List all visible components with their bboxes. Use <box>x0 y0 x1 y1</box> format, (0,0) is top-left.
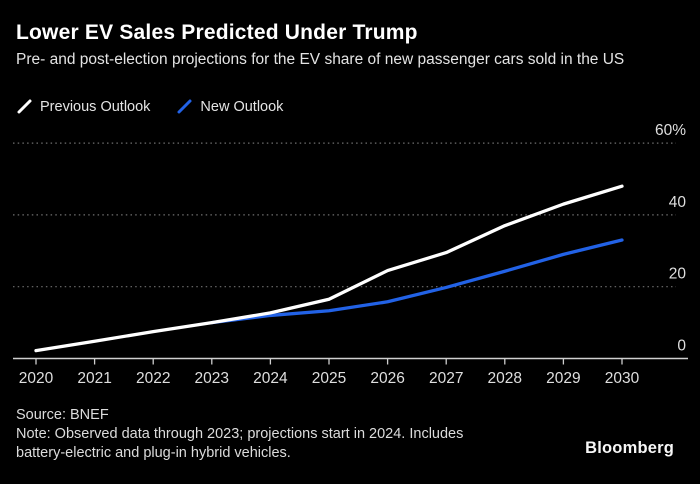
y-axis-label-40: 40 <box>669 194 687 211</box>
x-axis-label-2023: 2023 <box>195 370 229 387</box>
y-axis-label-20: 20 <box>669 266 687 283</box>
previous-outlook-slash-icon <box>17 99 32 114</box>
new-outlook-slash-icon <box>177 99 192 114</box>
chart-title: Lower EV Sales Predicted Under Trump <box>16 21 418 44</box>
previous-outlook-line <box>34 184 624 353</box>
x-axis-label-2022: 2022 <box>136 370 170 387</box>
x-axis-label-2030: 2030 <box>605 370 640 387</box>
x-axis-label-2026: 2026 <box>370 370 404 387</box>
y-axis-label-60: 60% <box>655 122 686 139</box>
x-axis-label-2029: 2029 <box>546 370 580 387</box>
chart-legend: Previous Outlook New Outlook <box>16 98 283 115</box>
slash-stroke <box>177 99 192 114</box>
x-axis-label-2028: 2028 <box>488 370 522 387</box>
legend-label-previous-outlook: Previous Outlook <box>40 98 151 115</box>
x-axis-label-2020: 2020 <box>19 370 54 387</box>
x-axis-label-2021: 2021 <box>77 370 111 387</box>
note-text: Note: Observed data through 2023; projec… <box>16 426 464 461</box>
new-outlook-line <box>210 238 624 325</box>
y-axis-label-0: 0 <box>677 338 686 355</box>
legend-item-previous-outlook: Previous Outlook <box>16 98 150 115</box>
x-axis-label-2027: 2027 <box>429 370 463 387</box>
source-text: Source: BNEF <box>16 407 109 423</box>
chart-subtitle: Pre- and post-election projections for t… <box>16 51 625 68</box>
legend-item-new-outlook: New Outlook <box>176 98 283 115</box>
x-axis-label-2024: 2024 <box>253 370 288 387</box>
bloomberg-logo: Bloomberg <box>585 439 674 457</box>
x-axis-label-2025: 2025 <box>312 370 346 387</box>
legend-label-new-outlook: New Outlook <box>200 98 284 115</box>
slash-stroke <box>17 99 32 114</box>
